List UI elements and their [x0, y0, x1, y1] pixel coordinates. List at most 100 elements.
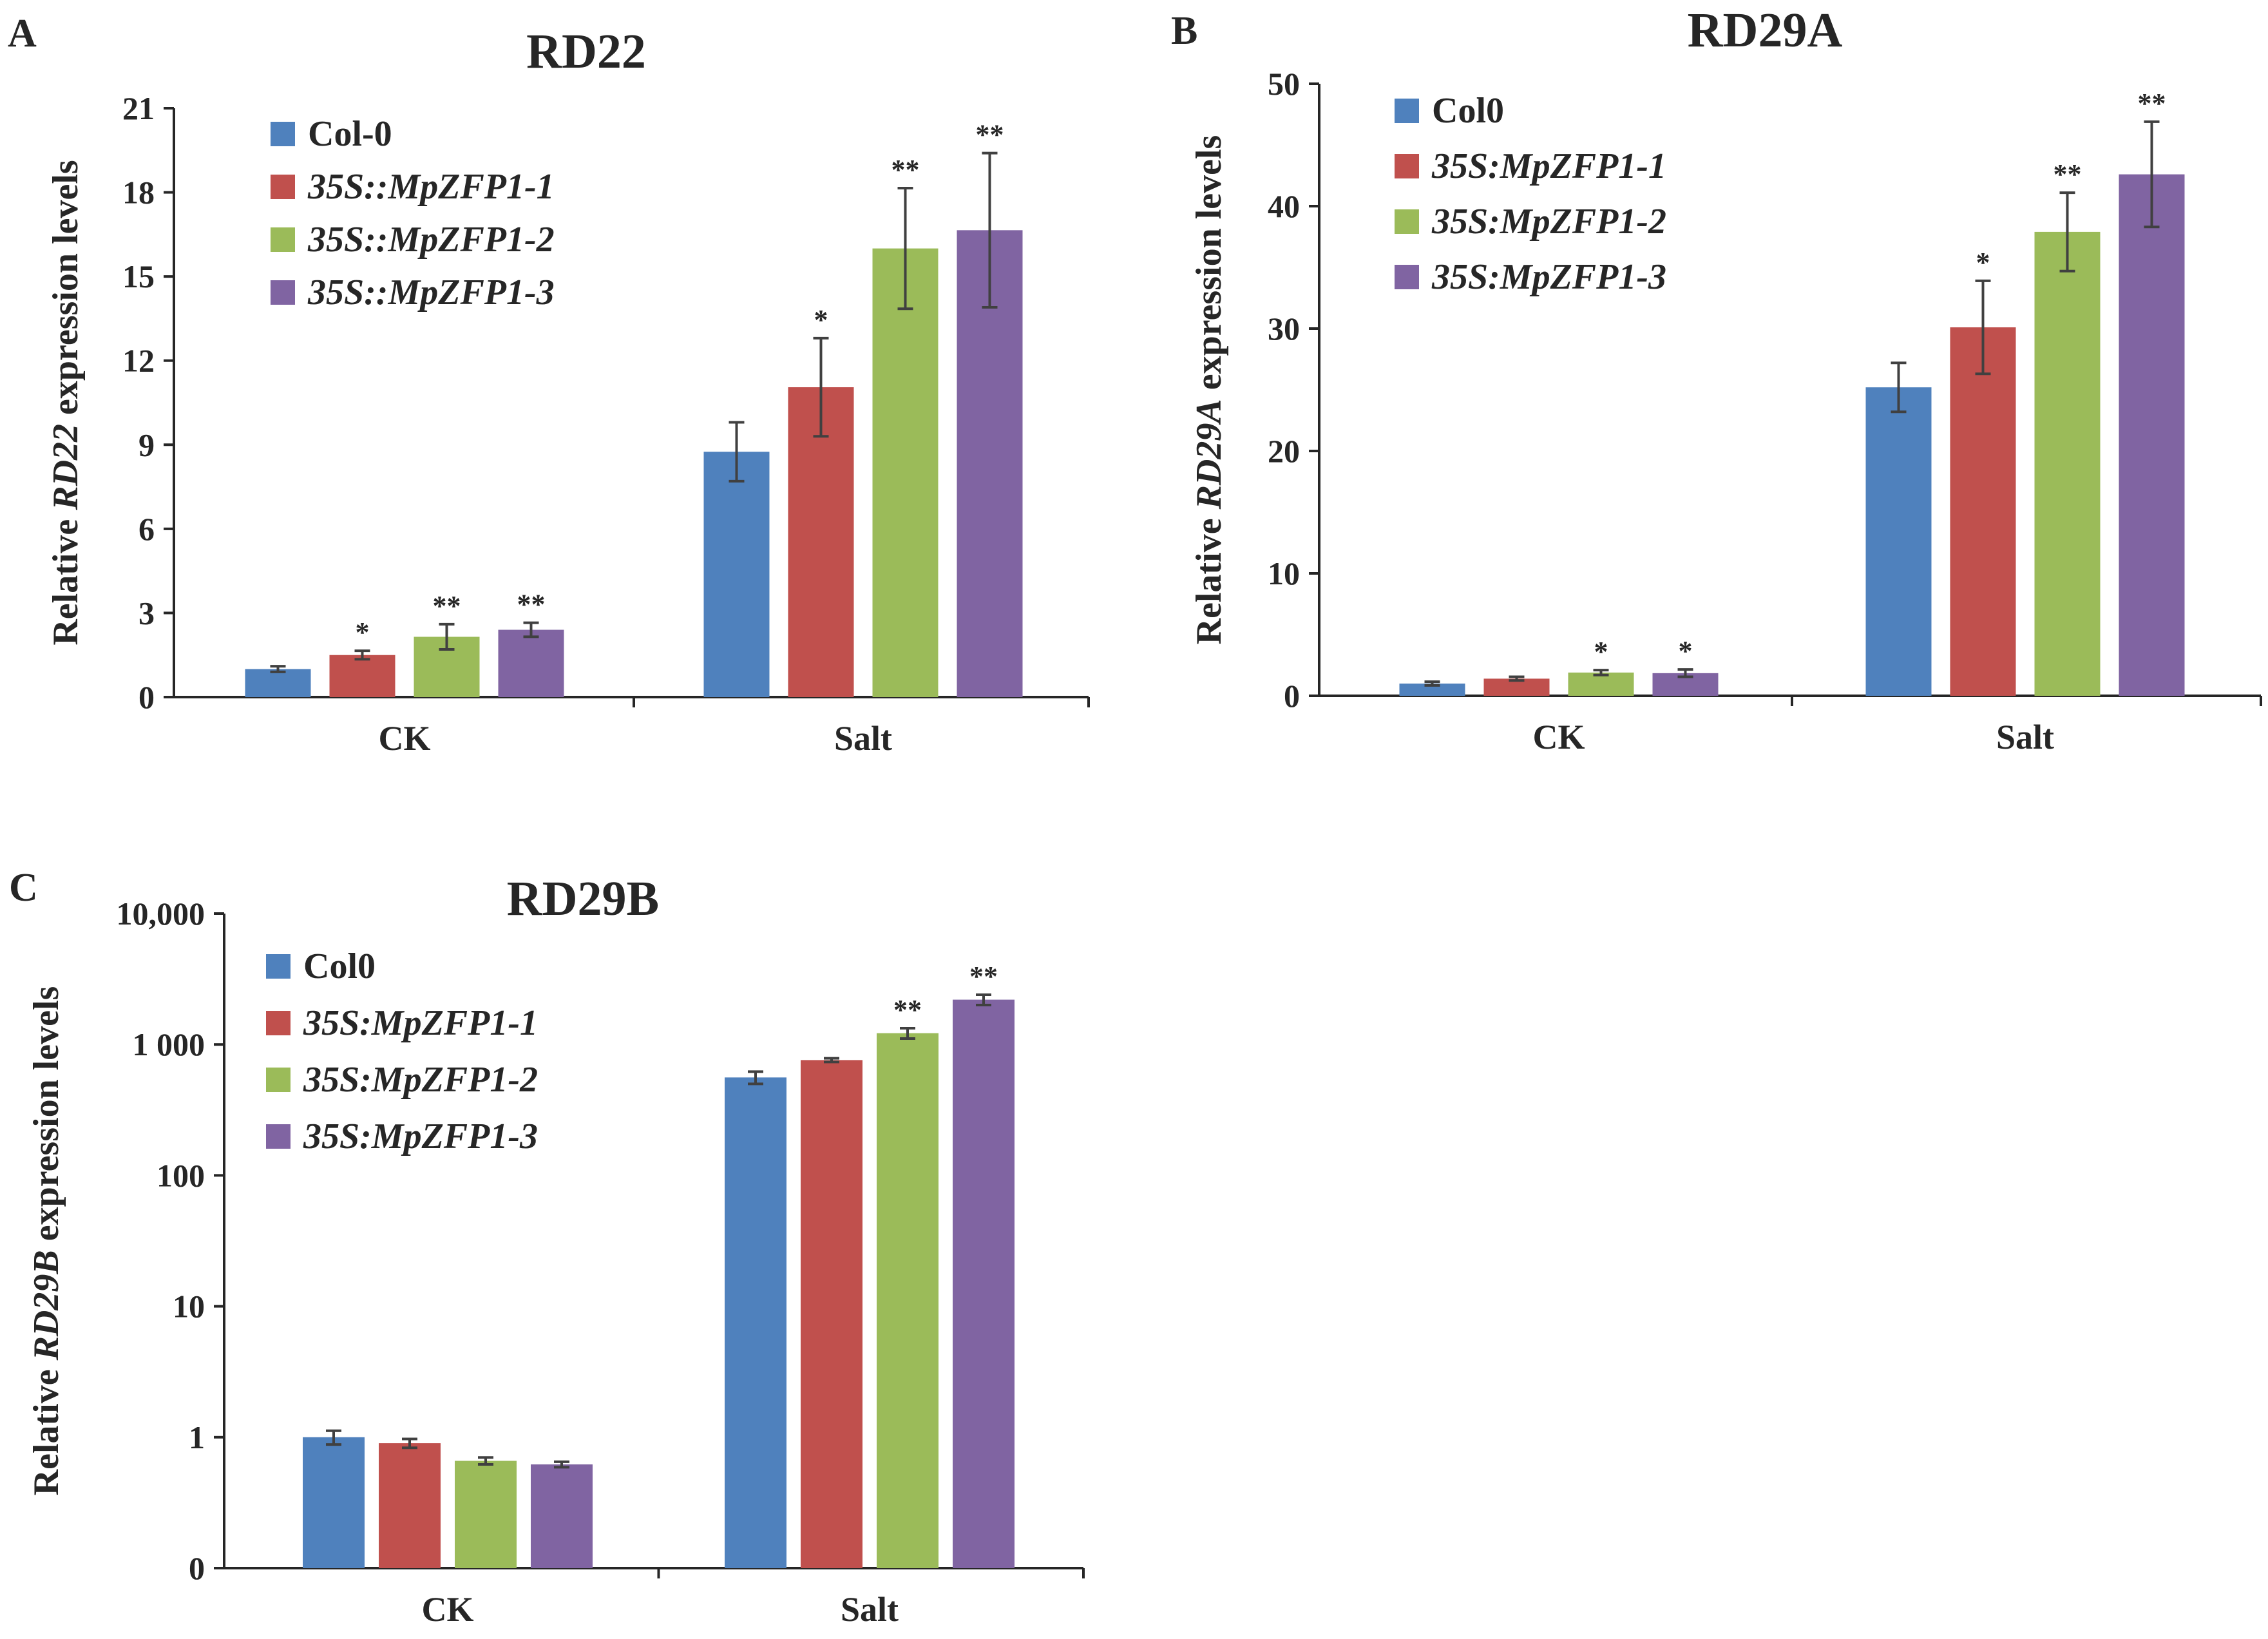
legend-swatch	[266, 1124, 291, 1149]
y-tick-label: 3	[138, 595, 155, 631]
bar	[801, 1060, 862, 1568]
significance-mark: **	[891, 154, 920, 186]
bar	[953, 999, 1015, 1568]
bar	[703, 452, 770, 697]
bar	[788, 387, 854, 697]
y-tick-label: 12	[122, 343, 155, 379]
bar	[725, 1077, 786, 1568]
y-axis-label-part: RD22	[46, 424, 86, 511]
bar	[2119, 174, 2185, 696]
significance-mark: *	[356, 617, 370, 648]
y-tick-label: 0	[138, 679, 155, 715]
y-tick-label: 18	[122, 175, 155, 211]
legend-label: 35S::MpZFP1-2	[307, 220, 555, 260]
x-tick-label: CK	[1533, 718, 1585, 756]
legend: Col-035S::MpZFP1-135S::MpZFP1-235S::MpZF…	[271, 114, 555, 312]
y-tick-label: 10	[173, 1289, 205, 1325]
bar	[1950, 327, 2016, 696]
legend-swatch	[266, 954, 291, 979]
significance-mark: *	[1976, 247, 1990, 278]
bar	[1399, 684, 1465, 696]
y-axis-label-part: expression levels	[46, 160, 86, 424]
legend-label: Col-0	[308, 114, 392, 154]
legend: Col0 35S:MpZFP1-1 35S:MpZFP1-2 35S:MpZFP1-3	[266, 946, 538, 1156]
y-tick-label: 50	[1268, 66, 1300, 102]
y-tick-label: 1	[189, 1419, 205, 1455]
bar	[2034, 231, 2101, 696]
legend-label: 35S:MpZFP1-1	[303, 1003, 538, 1043]
legend-label: 35S:MpZFP1-3	[303, 1117, 538, 1156]
y-tick-label: 9	[138, 427, 155, 463]
y-axis-label: Relative RD29B expression levels	[26, 986, 66, 1496]
bar	[329, 655, 395, 697]
panel-label: A	[8, 12, 37, 55]
y-axis-label: Relative RD22 expression levels	[46, 160, 86, 645]
legend-label: 35S::MpZFP1-1	[307, 167, 555, 207]
bar	[303, 1437, 365, 1568]
chart-panel-A: A RD22 0 3 6 9 12 15 18 21 CK Salt Relative RD22 exp…	[8, 12, 1090, 758]
y-tick-label: 0	[189, 1550, 205, 1586]
bar	[877, 1033, 939, 1568]
y-tick-label: 6	[138, 511, 155, 547]
y-axis-label-part: Relative	[46, 510, 86, 646]
y-axis-label-part: RD29A	[1189, 399, 1229, 510]
y-axis-label-part: RD29B	[26, 1250, 66, 1361]
legend-label: 35S::MpZFP1-3	[307, 273, 555, 312]
x-tick-label: CK	[422, 1590, 474, 1629]
chart-title: RD29B	[507, 872, 659, 926]
y-axis-label-part: Relative	[1189, 509, 1229, 644]
y-axis-label-part: expression levels	[26, 986, 66, 1251]
legend-label: 35S:MpZFP1-2	[1431, 202, 1666, 242]
significance-mark: **	[969, 961, 998, 992]
y-tick-label: 10	[1268, 555, 1300, 591]
x-tick-label: Salt	[841, 1590, 899, 1629]
significance-mark: *	[1679, 635, 1693, 667]
bar	[1568, 672, 1634, 696]
y-tick-label: 20	[1268, 433, 1300, 469]
y-tick-label: 40	[1268, 188, 1300, 224]
legend-swatch	[271, 227, 295, 252]
significance-mark: *	[814, 304, 828, 336]
legend-label: Col0	[303, 946, 376, 986]
legend-label: Col0	[1432, 91, 1504, 131]
bar	[872, 248, 939, 698]
legend-swatch	[1395, 99, 1419, 123]
y-tick-label: 21	[122, 90, 155, 126]
y-axis-label-part: Relative	[26, 1360, 66, 1495]
x-tick-label: Salt	[1996, 718, 2054, 756]
x-tick-label: CK	[379, 719, 431, 758]
significance-mark: *	[1594, 636, 1608, 667]
chart-title: RD22	[526, 24, 646, 79]
bar	[455, 1461, 517, 1568]
significance-mark: **	[517, 589, 546, 620]
legend-swatch	[271, 280, 295, 305]
legend-swatch	[1395, 154, 1419, 178]
bar	[531, 1464, 593, 1568]
chart-panel-C: C RD29B 0 1 10 100 1 000 10,000 CK Salt Relative R…	[9, 866, 1085, 1629]
y-axis-label-part: expression levels	[1189, 135, 1229, 399]
significance-mark: **	[433, 590, 461, 622]
significance-mark: **	[893, 994, 922, 1026]
significance-mark: **	[976, 119, 1004, 151]
y-tick-label: 100	[157, 1157, 205, 1193]
y-tick-label: 1 000	[133, 1026, 205, 1062]
legend-swatch	[266, 1011, 291, 1035]
y-axis-label: Relative RD29A expression levels	[1189, 135, 1229, 645]
y-tick-label: 15	[122, 258, 155, 294]
legend-swatch	[271, 175, 295, 199]
bar	[379, 1443, 441, 1568]
significance-mark: **	[2054, 158, 2082, 190]
y-tick-label: 30	[1268, 311, 1300, 347]
panel-label: B	[1171, 9, 1197, 53]
y-tick-label: 10,000	[117, 896, 205, 932]
chart-title: RD29A	[1688, 3, 1843, 57]
legend-swatch	[1395, 209, 1419, 234]
x-tick-label: Salt	[834, 719, 892, 758]
significance-mark: **	[2138, 88, 2166, 119]
chart-panel-B: B RD29A 0 10 20 30 40 50 CK Salt Relative RD29A ex…	[1171, 3, 2262, 756]
legend-swatch	[1395, 265, 1419, 289]
legend-swatch	[266, 1068, 291, 1092]
bar	[245, 669, 311, 697]
